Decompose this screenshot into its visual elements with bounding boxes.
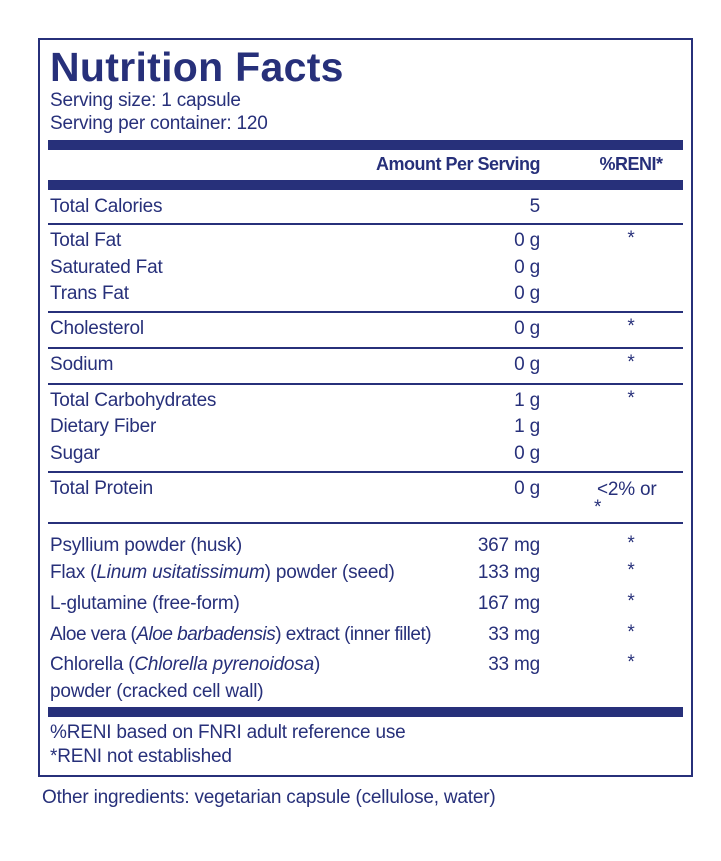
divider [48,471,683,473]
row-name: Total Calories [50,196,163,217]
row-reni: * [627,316,635,337]
row-amount: 0 g [514,230,540,251]
divider-thick [48,180,683,190]
ingredient-name: Psyllium powder (husk) [50,535,242,556]
footnote: %RENI based on FNRI adult reference use [50,722,406,743]
ingredient-reni: * [627,622,635,643]
row-reni: * [627,352,635,373]
row-reni: <2% or [597,479,657,500]
servings-per-container: Serving per container: 120 [50,113,268,134]
ingredient-name: Aloe vera (Aloe barbadensis) extract (in… [50,624,432,645]
ingredient-reni: * [627,560,635,581]
divider [48,223,683,225]
row-name: Cholesterol [50,318,144,339]
divider [48,522,683,524]
row-amount: 1 g [514,416,540,437]
row-name: Total Carbohydrates [50,390,217,411]
row-amount: 0 g [514,443,540,464]
divider-thick [48,140,683,150]
row-name: Saturated Fat [50,257,163,278]
divider [48,383,683,385]
ingredient-amount: 367 mg [477,535,540,556]
row-amount: 0 g [514,257,540,278]
ingredient-name: Flax (Linum usitatissimum) powder (seed) [50,562,395,583]
row-name: Total Protein [50,478,154,499]
panel-title: Nutrition Facts [50,44,344,90]
amount-header: Amount Per Serving [375,154,541,174]
ingredient-name: Chlorella (Chlorella pyrenoidosa) [50,654,321,675]
row-name: Dietary Fiber [50,416,157,437]
row-name: Trans Fat [50,283,129,304]
nutrition-facts-panel [38,38,693,777]
row-reni-asterisk: * [594,497,602,518]
reni-header: %RENI* [599,154,663,174]
ingredient-name: L-glutamine (free-form) [50,593,240,614]
ingredient-name-line2: powder (cracked cell wall) [50,681,264,702]
row-amount: 5 [529,196,541,217]
ingredient-amount: 167 mg [477,593,540,614]
row-reni: * [627,388,635,409]
row-amount: 1 g [514,390,540,411]
row-name: Sodium [50,354,114,375]
divider [48,347,683,349]
row-amount: 0 g [514,354,540,375]
ingredient-amount: 133 mg [477,562,540,583]
serving-size: Serving size: 1 capsule [50,90,241,111]
ingredient-reni: * [627,533,635,554]
ingredient-amount: 33 mg [488,654,540,675]
ingredient-amount: 33 mg [488,624,540,645]
ingredient-reni: * [627,591,635,612]
footnote: *RENI not established [50,746,232,767]
other-ingredients: Other ingredients: vegetarian capsule (c… [42,787,496,808]
row-amount: 0 g [514,478,540,499]
row-amount: 0 g [514,283,540,304]
divider-thick [48,707,683,717]
row-amount: 0 g [514,318,540,339]
row-name: Total Fat [50,230,122,251]
row-name: Sugar [50,443,100,464]
ingredient-reni: * [627,652,635,673]
row-reni: * [627,228,635,249]
divider [48,311,683,313]
